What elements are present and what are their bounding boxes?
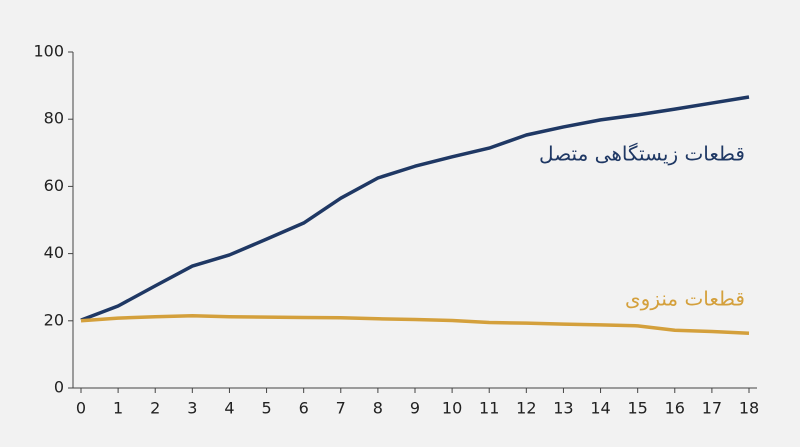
x-tick-label: 12 bbox=[516, 399, 536, 418]
x-tick-label: 4 bbox=[224, 399, 234, 418]
x-tick-label: 13 bbox=[553, 399, 573, 418]
x-tick-label: 14 bbox=[590, 399, 610, 418]
series-line bbox=[80, 314, 750, 335]
y-tick-label: 0 bbox=[54, 378, 64, 397]
x-tick-label: 10 bbox=[442, 399, 462, 418]
series-line bbox=[80, 95, 750, 322]
y-tick-label: 40 bbox=[44, 243, 64, 262]
series-label: قطعات منزوی bbox=[625, 287, 745, 311]
series-label: قطعات زیستگاهی متصل bbox=[539, 142, 745, 166]
x-tick-label: 0 bbox=[76, 399, 86, 418]
x-tick-label: 7 bbox=[336, 399, 346, 418]
x-tick-label: 17 bbox=[702, 399, 722, 418]
x-tick-label: 18 bbox=[739, 399, 759, 418]
x-tick-label: 16 bbox=[665, 399, 685, 418]
x-tick-label: 2 bbox=[150, 399, 160, 418]
x-tick-label: 3 bbox=[187, 399, 197, 418]
x-tick-label: 5 bbox=[261, 399, 271, 418]
y-tick-label: 20 bbox=[44, 310, 64, 329]
x-tick-label: 1 bbox=[113, 399, 123, 418]
y-tick-label: 60 bbox=[44, 176, 64, 195]
y-tick-label: 80 bbox=[44, 109, 64, 128]
x-tick-label: 9 bbox=[410, 399, 420, 418]
x-tick-label: 8 bbox=[373, 399, 383, 418]
x-tick-label: 15 bbox=[627, 399, 647, 418]
y-tick-label: 100 bbox=[33, 42, 64, 61]
x-tick-label: 11 bbox=[479, 399, 499, 418]
x-tick-label: 6 bbox=[299, 399, 309, 418]
